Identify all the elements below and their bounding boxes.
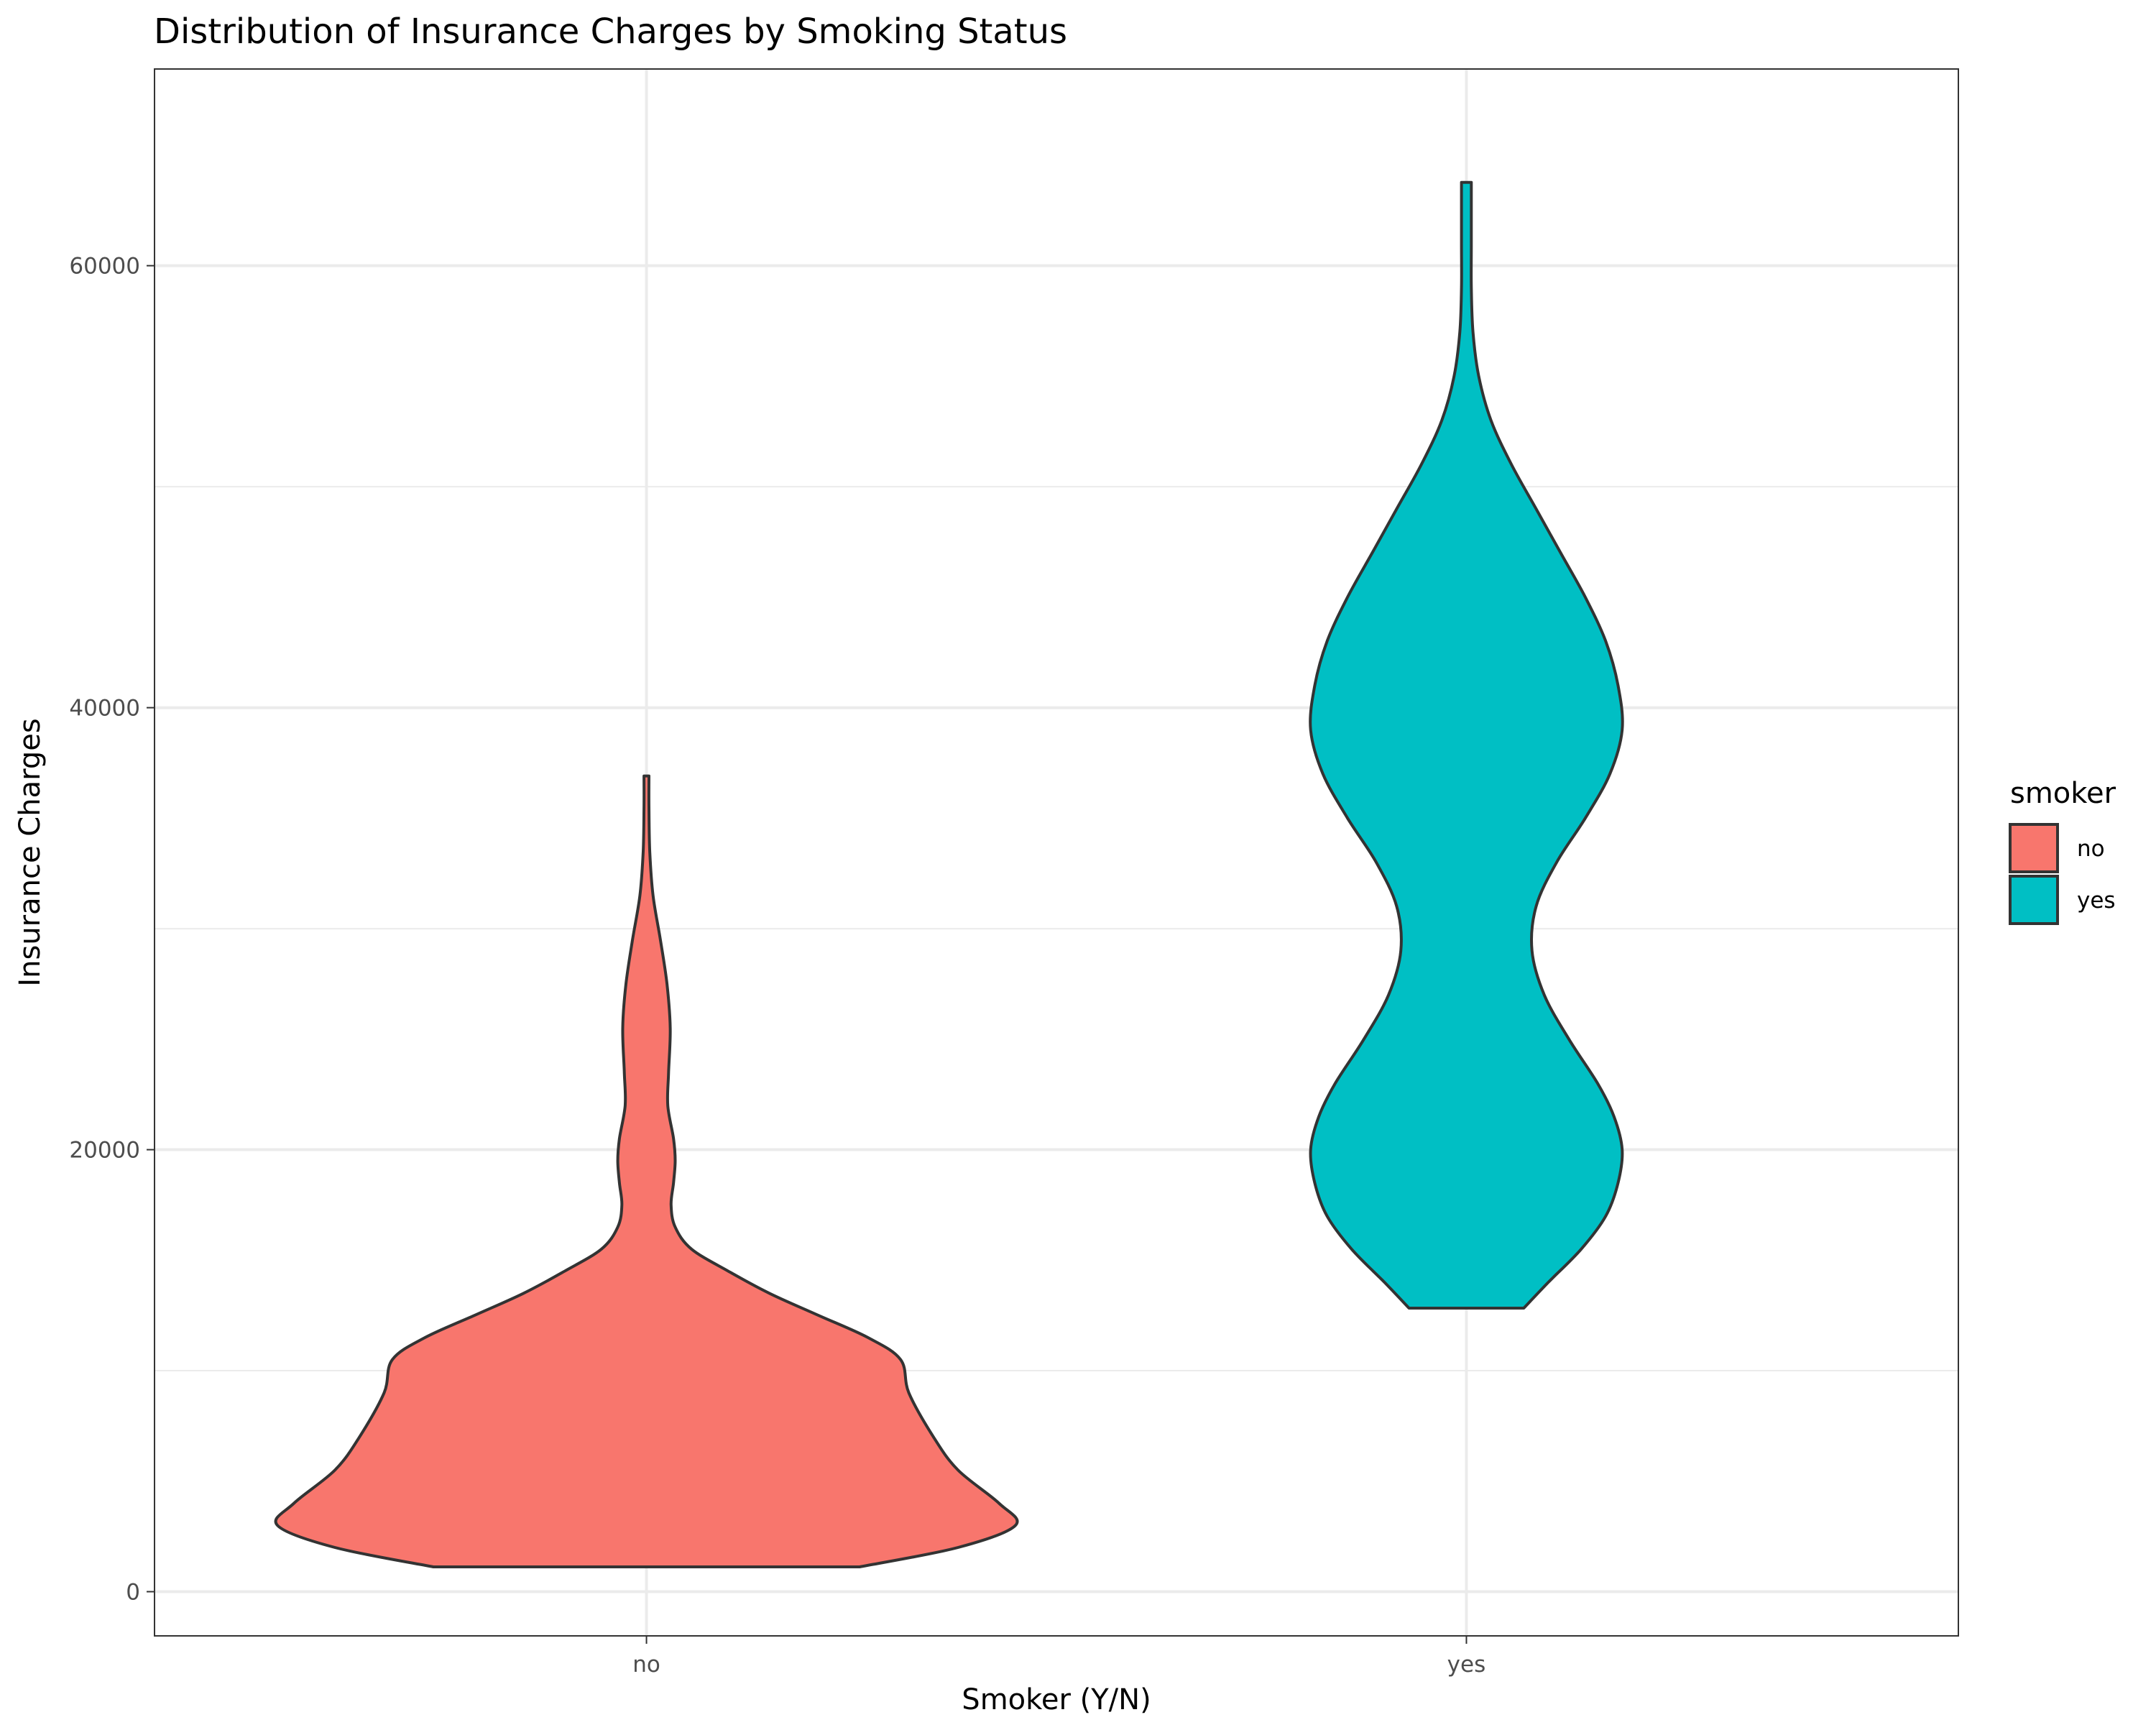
plot-panel <box>154 68 1959 1637</box>
y-axis-title: Insurance Charges <box>14 718 47 986</box>
legend-key-no <box>2009 823 2059 873</box>
legend-key-yes <box>2009 875 2059 925</box>
legend: smoker no yes <box>2009 777 2116 925</box>
x-tick-label: no <box>632 1652 660 1678</box>
chart-title: Distribution of Insurance Charges by Smo… <box>154 12 1067 52</box>
legend-entries: no yes <box>2009 823 2116 925</box>
y-tick-label: 20000 <box>69 1138 140 1164</box>
y-tick-label: 60000 <box>69 254 140 280</box>
legend-title: smoker <box>2010 777 2116 810</box>
y-axis: 0 20000 40000 60000 <box>69 254 155 1606</box>
violin-yes <box>1309 180 1624 1310</box>
x-tick-label: yes <box>1447 1652 1486 1678</box>
y-tick-label: 40000 <box>69 696 140 722</box>
y-tick-label: 0 <box>126 1580 140 1606</box>
legend-label-no: no <box>2077 836 2105 862</box>
legend-label-yes: yes <box>2077 888 2116 914</box>
panel-border <box>154 68 1959 1637</box>
x-axis: no yes <box>632 1636 1485 1678</box>
violin-shapes <box>274 180 1624 1568</box>
violin-no <box>274 774 1019 1568</box>
x-axis-title: Smoker (Y/N) <box>962 1683 1151 1716</box>
